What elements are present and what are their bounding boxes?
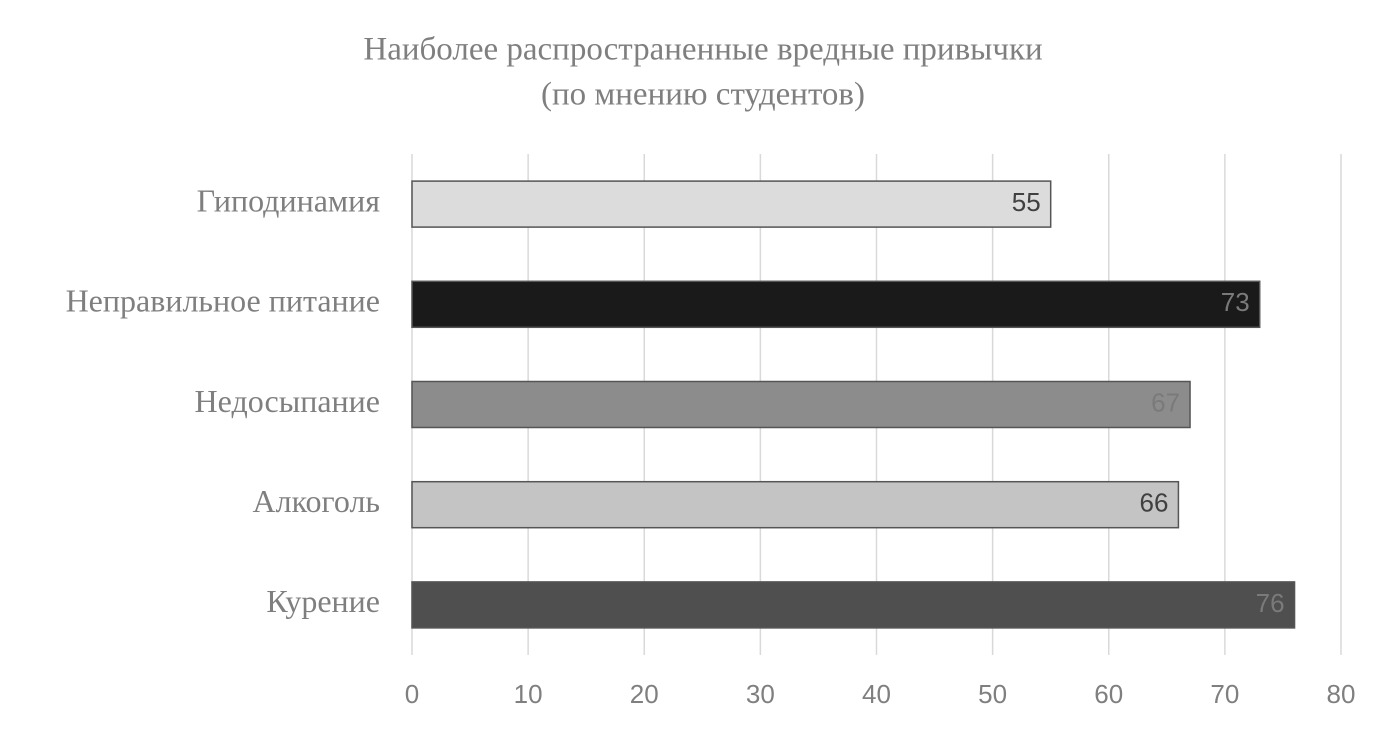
bar <box>411 180 1052 228</box>
data-label: 66 <box>1140 488 1169 518</box>
y-tick-label: Алкоголь <box>253 483 380 519</box>
chart-title: (по мнению студентов) <box>541 77 865 113</box>
x-tick-label: 40 <box>862 679 891 709</box>
x-tick-label: 70 <box>1210 679 1239 709</box>
x-tick-label: 60 <box>1094 679 1123 709</box>
data-label: 76 <box>1256 588 1285 618</box>
chart-title: Наиболее распространенные вредные привыч… <box>363 32 1042 68</box>
data-label: 73 <box>1221 287 1250 317</box>
data-label: 55 <box>1012 187 1041 217</box>
y-tick-label: Недосыпание <box>195 383 380 419</box>
bar <box>411 280 1261 329</box>
x-tick-label: 80 <box>1327 679 1356 709</box>
x-tick-label: 50 <box>978 679 1007 709</box>
x-tick-label: 30 <box>746 679 775 709</box>
bar <box>411 380 1191 429</box>
x-tick-label: 10 <box>514 679 543 709</box>
x-tick-label: 20 <box>630 679 659 709</box>
data-label: 67 <box>1151 387 1180 417</box>
bar <box>411 581 1296 629</box>
y-tick-label: Курение <box>266 583 380 619</box>
y-tick-label: Неправильное питание <box>66 283 380 319</box>
x-tick-label: 0 <box>405 679 419 709</box>
bar <box>411 480 1180 529</box>
y-tick-label: Гиподинамия <box>197 182 381 218</box>
